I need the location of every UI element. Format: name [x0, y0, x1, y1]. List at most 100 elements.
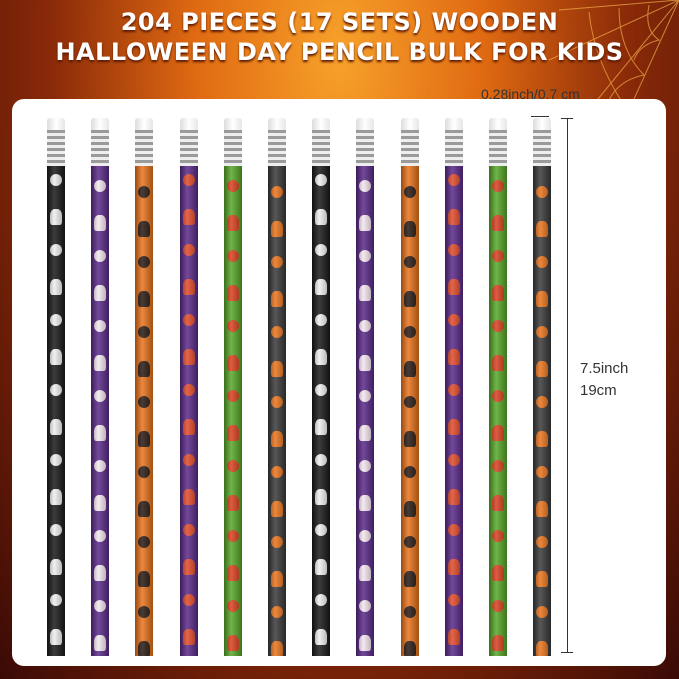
ferrule: [91, 130, 110, 166]
halloween-motif: [182, 174, 195, 186]
halloween-motif: [359, 320, 372, 332]
halloween-motif: [50, 349, 62, 365]
halloween-motif: [94, 530, 107, 542]
ferrule: [533, 130, 552, 166]
halloween-motif: [94, 635, 107, 651]
pencil-body: [489, 166, 507, 656]
pencil-body: [533, 166, 552, 656]
halloween-motif: [138, 186, 151, 198]
halloween-motif: [359, 635, 372, 651]
halloween-motif: [50, 279, 62, 295]
halloween-motif: [492, 285, 504, 301]
halloween-motif: [403, 466, 416, 478]
eraser: [223, 118, 242, 130]
halloween-motif: [536, 361, 549, 377]
pencil-body: [444, 166, 463, 656]
ferrule: [135, 130, 154, 166]
halloween-motif: [50, 524, 62, 536]
halloween-motif: [50, 559, 62, 575]
title-line-2: HALLOWEEN DAY PENCIL BULK FOR KIDS: [55, 38, 624, 66]
halloween-motif: [226, 355, 239, 371]
halloween-motif: [271, 466, 283, 478]
pencil-spiderweb-pumpkin: [223, 118, 242, 656]
halloween-motif: [182, 594, 195, 606]
halloween-motif: [536, 396, 549, 408]
pencil-body: [223, 166, 242, 656]
pencil-ghost: [356, 118, 375, 656]
halloween-motif: [50, 314, 62, 326]
halloween-motif: [359, 355, 372, 371]
halloween-motif: [492, 565, 504, 581]
halloween-motif: [492, 215, 504, 231]
halloween-motif: [94, 215, 107, 231]
halloween-motif: [447, 629, 460, 645]
length-marker-top: [561, 118, 573, 119]
halloween-motif: [226, 565, 239, 581]
diameter-label: 0.28inch/0.7 cm: [481, 86, 580, 102]
pencil-body: [312, 166, 331, 656]
pencil-body: [356, 166, 375, 656]
halloween-motif: [226, 215, 239, 231]
halloween-motif: [271, 221, 283, 237]
eraser: [91, 118, 110, 130]
eraser: [489, 118, 507, 130]
halloween-motif: [94, 355, 107, 371]
halloween-motif: [492, 425, 504, 441]
halloween-motif: [536, 571, 549, 587]
halloween-motif: [138, 536, 151, 548]
halloween-motif: [403, 431, 416, 447]
length-marker: [567, 118, 568, 652]
halloween-motif: [315, 419, 328, 435]
halloween-motif: [447, 244, 460, 256]
halloween-motif: [138, 431, 151, 447]
pencil-black-cat: [400, 118, 419, 656]
halloween-motif: [359, 495, 372, 511]
halloween-motif: [536, 431, 549, 447]
halloween-motif: [315, 314, 328, 326]
halloween-motif: [403, 606, 416, 618]
halloween-motif: [138, 221, 151, 237]
halloween-motif: [359, 215, 372, 231]
halloween-motif: [271, 186, 283, 198]
halloween-motif: [359, 425, 372, 441]
pencil-frankenstein-witch: [268, 118, 286, 656]
halloween-motif: [138, 466, 151, 478]
halloween-motif: [492, 250, 504, 262]
halloween-motif: [536, 536, 549, 548]
halloween-motif: [226, 180, 239, 192]
ferrule: [356, 130, 375, 166]
halloween-motif: [271, 431, 283, 447]
halloween-motif: [315, 174, 328, 186]
ferrule: [179, 130, 198, 166]
halloween-motif: [50, 174, 62, 186]
halloween-motif: [226, 425, 239, 441]
halloween-motif: [447, 349, 460, 365]
ferrule: [268, 130, 286, 166]
halloween-motif: [182, 489, 195, 505]
halloween-motif: [182, 419, 195, 435]
halloween-motif: [50, 244, 62, 256]
pencil-ghost: [91, 118, 110, 656]
ferrule: [489, 130, 507, 166]
halloween-motif: [138, 326, 151, 338]
title-line-1: 204 PIECES (17 SETS) WOODEN: [120, 8, 559, 36]
halloween-motif: [492, 495, 504, 511]
halloween-motif: [403, 571, 416, 587]
halloween-motif: [359, 600, 372, 612]
halloween-motif: [226, 320, 239, 332]
halloween-motif: [138, 501, 151, 517]
halloween-motif: [50, 454, 62, 466]
halloween-motif: [182, 209, 195, 225]
eraser: [179, 118, 198, 130]
halloween-motif: [271, 256, 283, 268]
halloween-motif: [315, 279, 328, 295]
pencil-ghost-pumpkin: [444, 118, 463, 656]
halloween-motif: [315, 524, 328, 536]
halloween-motif: [271, 501, 283, 517]
halloween-motif: [94, 495, 107, 511]
halloween-motif: [226, 390, 239, 402]
ferrule: [223, 130, 242, 166]
ferrule: [47, 130, 65, 166]
halloween-motif: [536, 256, 549, 268]
halloween-motif: [447, 489, 460, 505]
